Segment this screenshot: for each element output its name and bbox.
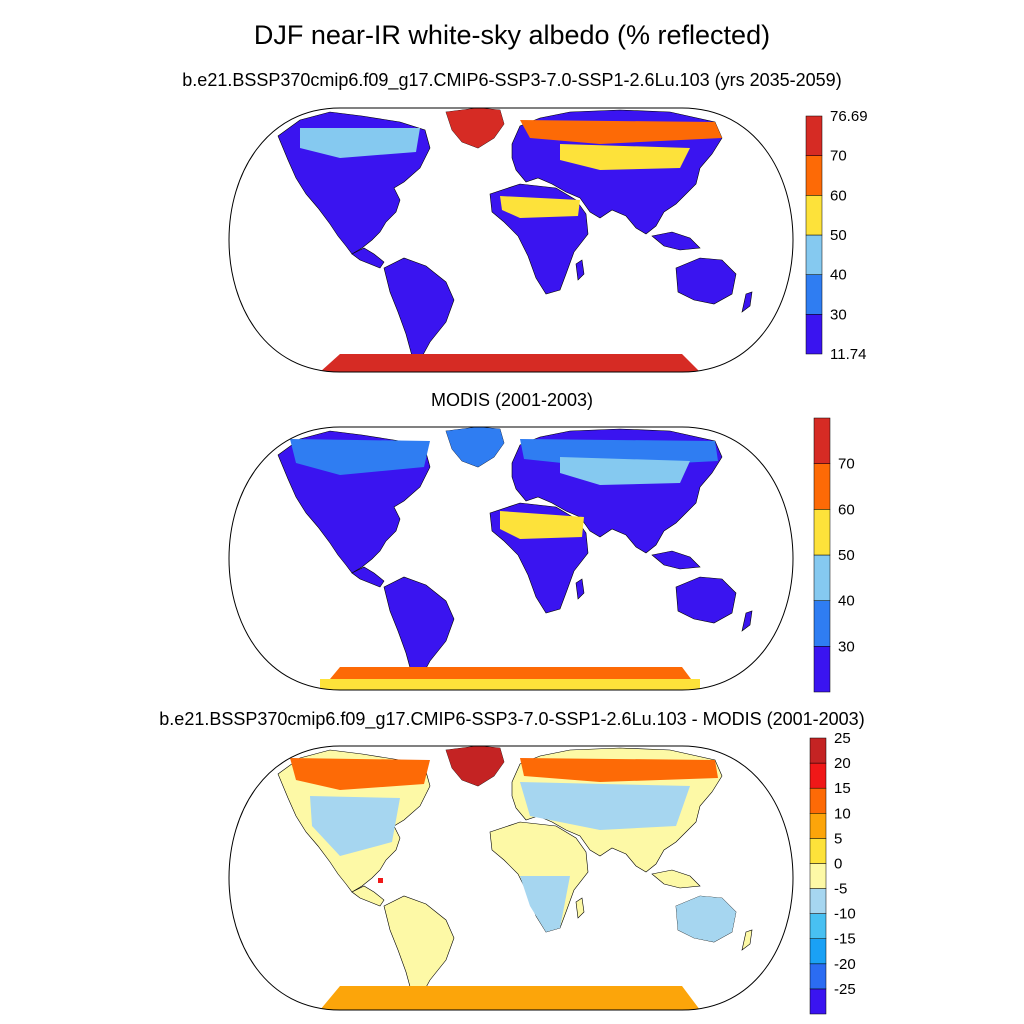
colorbar-1-label-3: 50 [830,227,847,244]
colorbar-3-label-2: -15 [834,931,856,948]
colorbar-3: -25 -20 -15 -10 -5 0 5 10 15 20 25 [809,730,856,1015]
arctic-eu-3 [520,758,718,782]
colorbar-3-label-8: 15 [834,780,851,797]
isolated-cell-3 [378,878,383,883]
colorbar-3-swatch-5 [809,863,827,889]
panel-2-frame [228,426,794,691]
colorbar-1-label-4: 60 [830,187,847,204]
panel-3-title: b.e21.BSSP370cmip6.f09_g17.CMIP6-SSP3-7.… [159,709,865,729]
panel-1-map [228,107,794,373]
sahara-1 [500,196,580,218]
colorbar-1-swatch-1 [805,274,823,315]
canada-band-2 [290,439,430,475]
colorbar-2-label-2: 50 [838,547,855,564]
colorbar-1-label-6: 76.69 [830,108,868,125]
eurasia-mid-3 [520,782,690,830]
panel-3-frame [228,745,794,1011]
colorbar-1-label-2: 40 [830,267,847,284]
colorbar-3-label-3: -10 [834,906,856,923]
colorbar-3-label-1: -20 [834,956,856,973]
panel-2-title: MODIS (2001-2003) [430,390,594,410]
colorbar-1-swatch-3 [805,195,823,236]
colorbar-3-swatch-9 [809,762,827,789]
colorbar-2-label-1: 40 [838,593,855,610]
colorbar-3-swatch-2 [809,938,827,965]
colorbar-1-label-0: 11.74 [830,346,866,363]
colorbar-1-label-5: 70 [830,148,847,165]
colorbar-1-swatch-4 [805,155,823,196]
arctic-na-3 [290,758,430,790]
colorbar-3-swatch-1 [809,963,827,990]
colorbar-2-label-3: 60 [838,501,855,518]
panel-2-map [228,426,794,691]
greenland-3 [446,746,504,786]
colorbar-3-swatch-10 [809,737,827,764]
colorbar-2-swatch-3 [813,509,831,556]
colorbar-2-swatch-0 [813,646,831,693]
colorbar-3-swatch-3 [809,913,827,939]
na-mid-3 [310,796,400,856]
canada-band-1 [300,128,420,158]
colorbar-1-swatch-2 [805,234,823,275]
colorbar-2: 30 40 50 60 70 [813,417,855,693]
colorbar-1-swatch-5 [805,115,823,156]
colorbar-1: 11.74 30 40 50 60 70 76.69 [805,108,868,363]
colorbar-2-swatch-5 [813,417,831,464]
figure-title: DJF near-IR white-sky albedo (% reflecte… [253,20,771,50]
colorbar-2-swatch-2 [813,554,831,601]
colorbar-3-label-4: -5 [834,881,847,898]
panel-1-title: b.e21.BSSP370cmip6.f09_g17.CMIP6-SSP3-7.… [182,70,842,90]
colorbar-1-swatch-0 [805,314,823,355]
greenland-2 [446,427,504,467]
colorbar-3-label-7: 10 [834,805,851,822]
antarctica-1 [320,354,700,372]
australia-3 [676,896,736,942]
colorbar-2-swatch-1 [813,600,831,647]
panel-3-map [228,745,794,1011]
colorbar-3-label-6: 5 [834,830,842,847]
colorbar-3-label-5: 0 [834,855,842,872]
colorbar-2-label-4: 70 [838,456,855,473]
colorbar-3-swatch-8 [809,787,827,814]
colorbar-3-swatch-4 [809,888,827,914]
colorbar-1-label-1: 30 [830,306,847,323]
arctic-band-1 [520,120,722,144]
africa-south-3 [520,876,570,932]
antarctica-3 [320,986,700,1010]
colorbar-3-swatch-6 [809,838,827,864]
siberia-band-2 [560,457,690,485]
colorbar-3-label-0: -25 [834,981,856,998]
siberia-band-1 [560,144,690,170]
colorbar-3-swatch-0 [809,988,827,1015]
colorbar-3-swatch-7 [809,813,827,839]
colorbar-3-label-9: 20 [834,755,851,772]
sahara-2 [500,511,584,539]
greenland-ice-1 [446,108,504,148]
antarctica-edge-2 [320,679,700,690]
colorbar-2-swatch-4 [813,463,831,510]
panel-1-frame [228,107,794,373]
colorbar-2-label-0: 30 [838,638,855,655]
colorbar-3-label-10: 25 [834,730,851,747]
